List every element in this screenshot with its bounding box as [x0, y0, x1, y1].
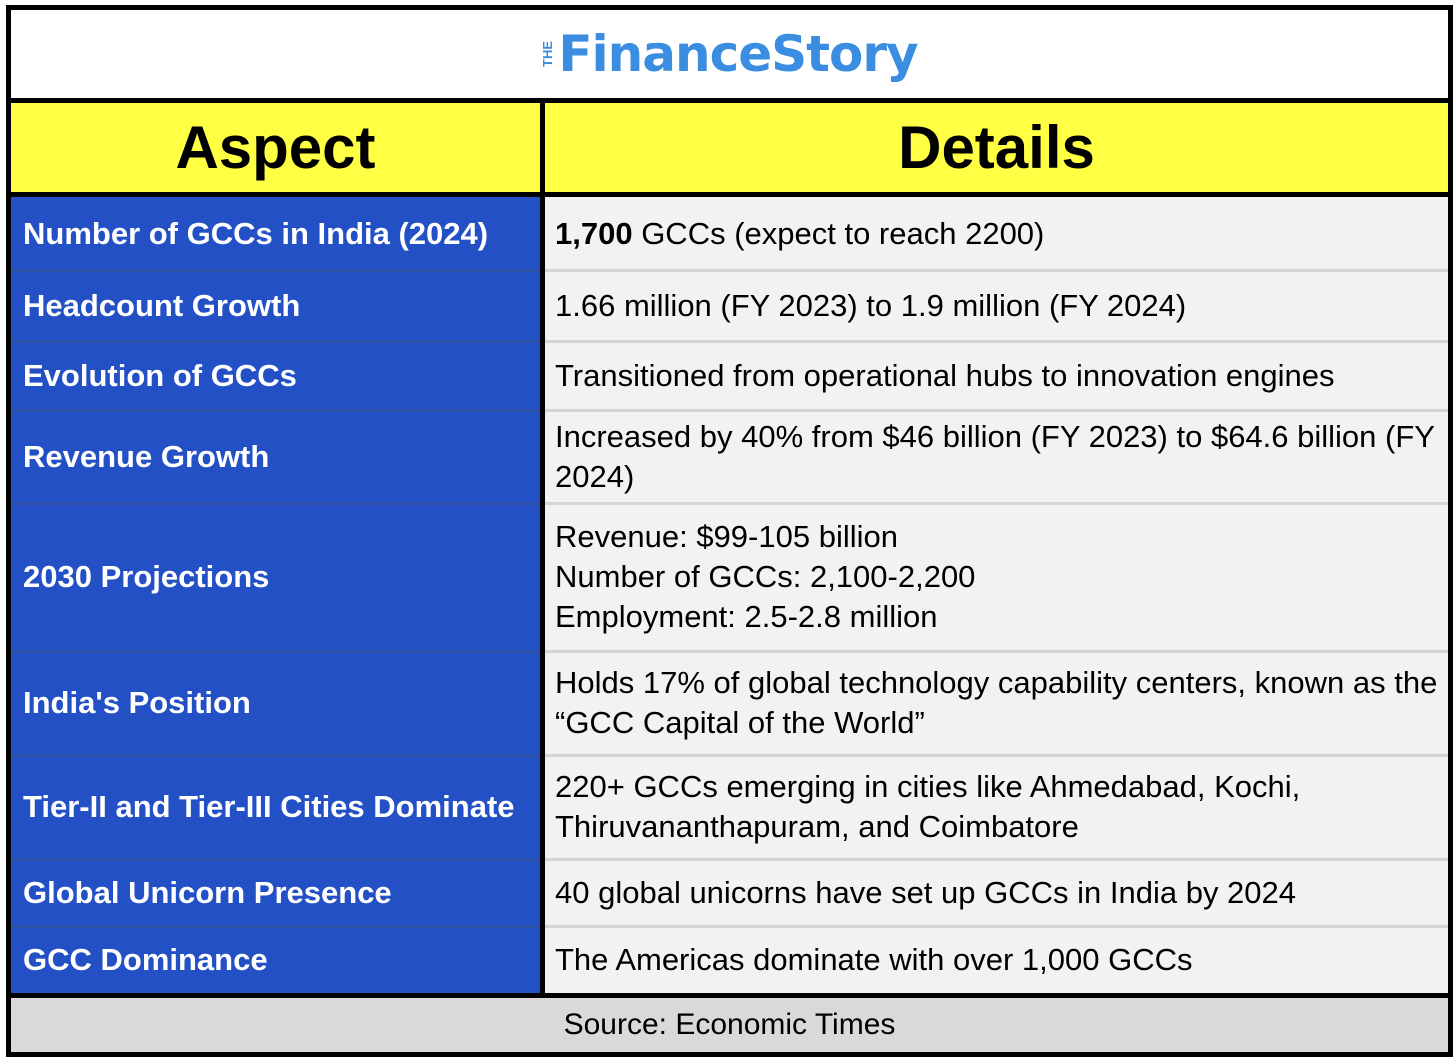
- header-aspect: Aspect: [175, 114, 376, 181]
- finance-story-logo: THE FinanceStory: [540, 24, 918, 84]
- row-divider: [11, 925, 1448, 928]
- details-cell: 1,700 GCCs (expect to reach 2200): [545, 197, 1448, 270]
- row-divider: [11, 502, 1448, 505]
- row-divider: [11, 409, 1448, 412]
- details-cell: Increased by 40% from $46 billion (FY 20…: [545, 410, 1448, 503]
- details-text: 220+ GCCs emerging in cities like Ahmeda…: [555, 769, 1301, 844]
- table-header: Aspect Details: [11, 103, 1448, 192]
- aspect-cell: Headcount Growth: [23, 287, 301, 323]
- logo-band: THE FinanceStory: [11, 10, 1448, 98]
- row-divider: [11, 269, 1448, 272]
- details-cell: Transitioned from operational hubs to in…: [545, 341, 1448, 410]
- row-divider: [11, 650, 1448, 653]
- divider: [11, 192, 1448, 197]
- row-divider: [11, 340, 1448, 343]
- details-cell: The Americas dominate with over 1,000 GC…: [545, 926, 1448, 993]
- table-row: 2030 Projections Revenue: $99-105 billio…: [11, 503, 1448, 653]
- aspect-cell: Number of GCCs in India (2024): [23, 215, 489, 251]
- table-row: Headcount Growth 1.66 million (FY 2023) …: [11, 270, 1448, 343]
- table-row: Evolution of GCCs Transitioned from oper…: [11, 341, 1448, 412]
- table-row: GCC Dominance The Americas dominate with…: [11, 926, 1448, 993]
- table-row: Revenue Growth Increased by 40% from $46…: [11, 410, 1448, 505]
- divider: [11, 98, 1448, 103]
- divider: [11, 993, 1448, 998]
- details-text: GCCs (expect to reach 2200): [632, 215, 1045, 251]
- logo-name: FinanceStory: [558, 25, 918, 83]
- aspect-cell: Tier-II and Tier-III Cities Dominate: [23, 789, 515, 824]
- table-row: Tier-II and Tier-III Cities Dominate 220…: [11, 755, 1448, 861]
- aspect-cell: Revenue Growth: [23, 438, 270, 474]
- aspect-cell: India's Position: [23, 685, 251, 720]
- aspect-cell: Global Unicorn Presence: [23, 874, 392, 910]
- aspect-cell: GCC Dominance: [23, 941, 268, 977]
- row-divider: [11, 754, 1448, 757]
- column-divider: [540, 103, 545, 993]
- row-divider: [11, 858, 1448, 861]
- details-text: The Americas dominate with over 1,000 GC…: [555, 941, 1193, 977]
- details-text: 40 global unicorns have set up GCCs in I…: [555, 874, 1297, 910]
- details-text: 1.66 million (FY 2023) to 1.9 million (F…: [555, 287, 1187, 323]
- details-bold-value: 1,700: [555, 215, 633, 251]
- aspect-cell: 2030 Projections: [23, 559, 270, 594]
- header-details: Details: [898, 114, 1095, 181]
- table-row: Number of GCCs in India (2024) 1,700 GCC…: [11, 197, 1448, 272]
- aspect-cell: Evolution of GCCs: [23, 357, 297, 393]
- table-row: Global Unicorn Presence 40 global unicor…: [11, 859, 1448, 928]
- logo-prefix: THE: [540, 41, 556, 67]
- details-cell: Holds 17% of global technology capabilit…: [545, 651, 1448, 755]
- source-note: Source: Economic Times: [11, 998, 1448, 1052]
- details-text: Holds 17% of global technology capabilit…: [555, 665, 1438, 740]
- details-text: Increased by 40% from $46 billion (FY 20…: [555, 418, 1435, 494]
- details-cell: 40 global unicorns have set up GCCs in I…: [545, 859, 1448, 926]
- details-cell: Revenue: $99-105 billion Number of GCCs:…: [545, 503, 1448, 651]
- details-text: Transitioned from operational hubs to in…: [555, 357, 1335, 393]
- details-cell: 1.66 million (FY 2023) to 1.9 million (F…: [545, 270, 1448, 341]
- table-row: India's Position Holds 17% of global tec…: [11, 651, 1448, 757]
- details-cell: 220+ GCCs emerging in cities like Ahmeda…: [545, 755, 1448, 859]
- gcc-table-frame: THE FinanceStory Aspect Details Number o…: [6, 5, 1453, 1057]
- details-text: Revenue: $99-105 billion Number of GCCs:…: [555, 519, 976, 634]
